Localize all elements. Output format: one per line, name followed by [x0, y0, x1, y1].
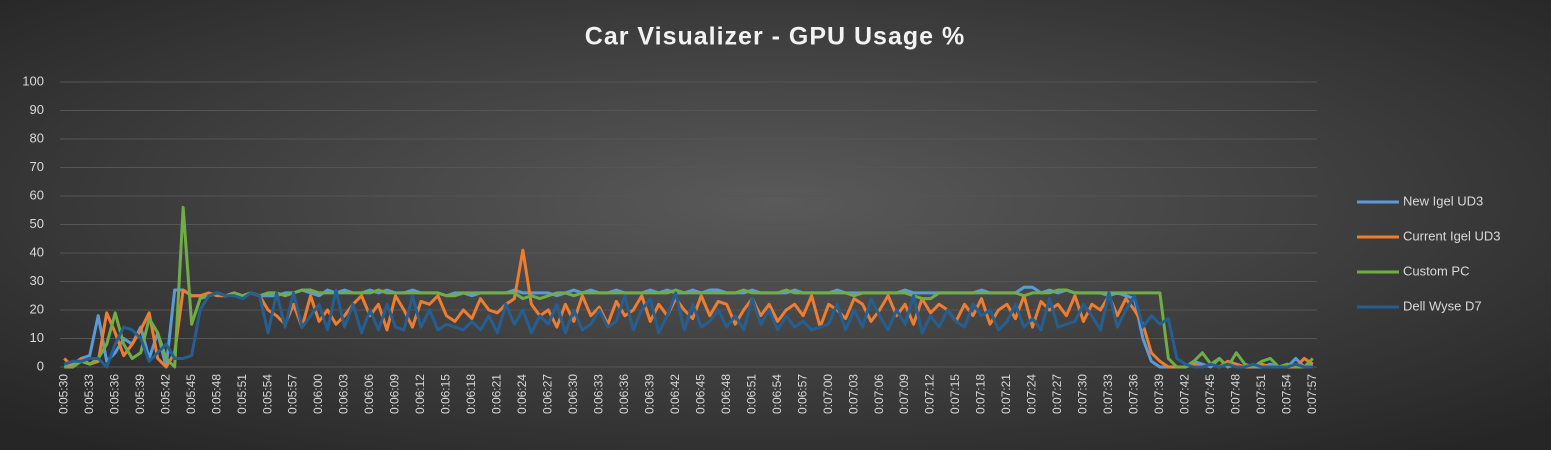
x-tick-label: 0:06:39 — [642, 374, 656, 414]
x-tick-label: 0:07:06 — [872, 374, 886, 414]
x-tick-label: 0:07:30 — [1076, 374, 1090, 414]
x-tick-label: 0:05:39 — [133, 374, 147, 414]
x-tick-label: 0:05:45 — [184, 374, 198, 414]
y-tick-label: 90 — [30, 102, 44, 117]
x-tick-label: 0:06:15 — [439, 374, 453, 414]
x-tick-label: 0:07:03 — [846, 374, 860, 414]
x-tick-label: 0:07:24 — [1025, 374, 1039, 414]
x-tick-label: 0:05:51 — [235, 374, 249, 414]
x-tick-label: 0:06:12 — [413, 374, 427, 414]
y-tick-label: 70 — [30, 159, 44, 174]
x-tick-label: 0:07:39 — [1152, 374, 1166, 414]
x-tick-label: 0:06:42 — [668, 374, 682, 414]
x-tick-label: 0:05:54 — [260, 374, 274, 414]
x-tick-label: 0:06:03 — [337, 374, 351, 414]
x-tick-label: 0:06:36 — [617, 374, 631, 414]
x-tick-label: 0:06:09 — [388, 374, 402, 414]
legend-label: Dell Wyse D7 — [1403, 298, 1482, 313]
y-tick-label: 60 — [30, 187, 44, 202]
legend-label: Current Igel UD3 — [1403, 228, 1501, 243]
x-tick-label: 0:05:33 — [82, 374, 96, 414]
legend-label: New Igel UD3 — [1403, 193, 1483, 208]
x-tick-label: 0:07:12 — [923, 374, 937, 414]
chart-title: Car Visualizer - GPU Usage % — [585, 23, 965, 51]
x-tick-label: 0:06:48 — [719, 374, 733, 414]
x-tick-label: 0:07:33 — [1101, 374, 1115, 414]
x-tick-label: 0:06:57 — [795, 374, 809, 414]
x-tick-label: 0:07:21 — [999, 374, 1013, 414]
x-tick-label: 0:06:27 — [541, 374, 555, 414]
y-tick-label: 20 — [30, 301, 44, 316]
x-tick-label: 0:07:00 — [821, 374, 835, 414]
x-tick-label: 0:06:21 — [490, 374, 504, 414]
x-tick-label: 0:06:54 — [770, 374, 784, 414]
x-tick-label: 0:06:00 — [311, 374, 325, 414]
y-tick-label: 30 — [30, 273, 44, 288]
x-tick-label: 0:06:33 — [591, 374, 605, 414]
y-tick-label: 40 — [30, 244, 44, 259]
x-tick-label: 0:07:57 — [1305, 374, 1319, 414]
y-tick-label: 0 — [37, 358, 44, 373]
x-tick-label: 0:05:48 — [209, 374, 223, 414]
x-tick-label: 0:07:09 — [897, 374, 911, 414]
x-tick-label: 0:05:57 — [286, 374, 300, 414]
x-tick-label: 0:05:42 — [158, 374, 172, 414]
x-tick-label: 0:07:36 — [1127, 374, 1141, 414]
x-tick-label: 0:07:27 — [1050, 374, 1064, 414]
x-tick-label: 0:06:30 — [566, 374, 580, 414]
x-tick-label: 0:06:24 — [515, 374, 529, 414]
x-tick-label: 0:07:51 — [1254, 374, 1268, 414]
x-tick-label: 0:06:45 — [693, 374, 707, 414]
legend-label: Custom PC — [1403, 263, 1469, 278]
x-tick-label: 0:07:54 — [1279, 374, 1293, 414]
x-tick-label: 0:07:15 — [948, 374, 962, 414]
x-tick-label: 0:06:18 — [464, 374, 478, 414]
x-tick-label: 0:05:36 — [107, 374, 121, 414]
y-tick-label: 80 — [30, 130, 44, 145]
x-tick-label: 0:05:30 — [56, 374, 70, 414]
x-tick-label: 0:07:48 — [1228, 374, 1242, 414]
x-tick-label: 0:07:42 — [1178, 374, 1192, 414]
x-tick-label: 0:07:18 — [974, 374, 988, 414]
x-tick-label: 0:06:06 — [362, 374, 376, 414]
series-line — [64, 205, 1314, 369]
y-tick-label: 100 — [22, 73, 44, 88]
x-tick-label: 0:07:45 — [1203, 374, 1217, 414]
series-line — [63, 288, 1313, 369]
x-tick-label: 0:06:51 — [744, 374, 758, 414]
y-tick-label: 10 — [30, 330, 44, 345]
y-tick-label: 50 — [30, 216, 44, 231]
